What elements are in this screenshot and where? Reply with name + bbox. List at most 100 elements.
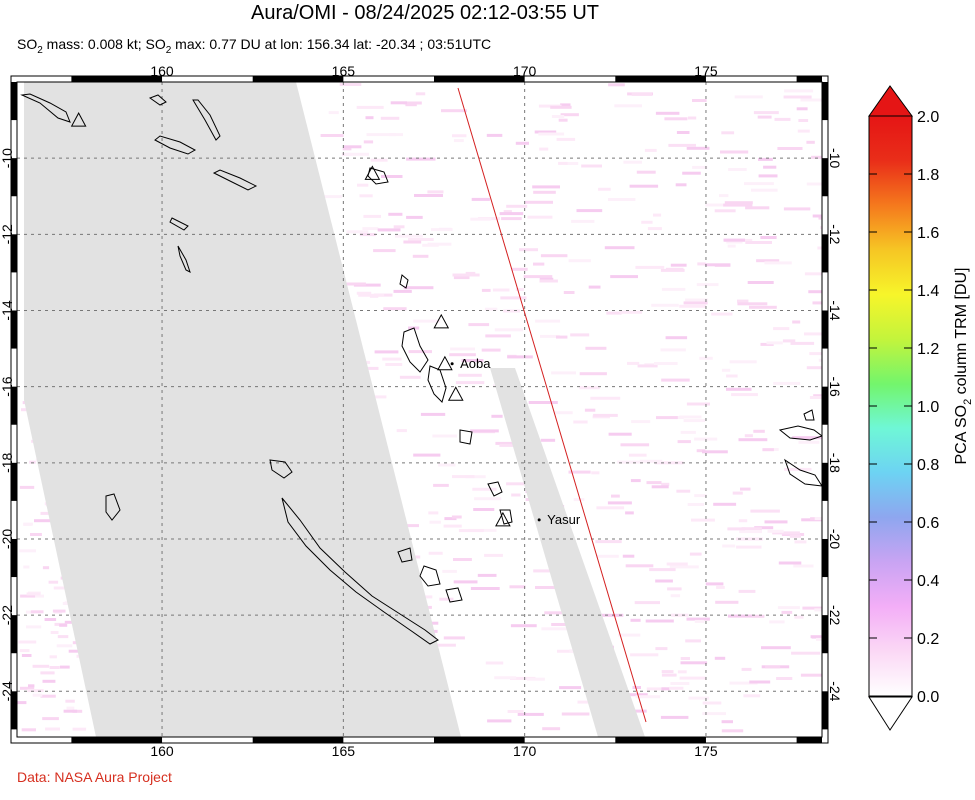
- so2-pixel-streak: [625, 511, 634, 515]
- so2-pixel-streak: [667, 587, 682, 591]
- so2-pixel-streak: [749, 305, 777, 309]
- so2-pixel-streak: [527, 215, 553, 219]
- so2-pixel-streak: [595, 540, 622, 544]
- so2-pixel-streak: [453, 139, 464, 143]
- so2-pixel-streak: [767, 529, 784, 533]
- so2-pixel-streak: [620, 443, 650, 447]
- so2-pixel-streak: [692, 99, 707, 102]
- so2-pixel-streak: [628, 453, 647, 457]
- so2-pixel-streak: [754, 526, 774, 530]
- so2-pixel-streak: [777, 147, 803, 150]
- volcano-marker: [495, 511, 511, 527]
- so2-pixel-streak: [485, 661, 504, 665]
- so2-pixel-streak: [716, 585, 725, 589]
- so2-pixel-streak: [691, 518, 715, 522]
- so2-pixel-streak: [539, 279, 558, 283]
- so2-pixel-streak: [606, 311, 622, 315]
- so2-pixel-streak: [627, 361, 640, 365]
- so2-pixel-streak: [762, 448, 774, 452]
- so2-pixel-streak: [494, 328, 524, 332]
- so2-pixel-streak: [356, 105, 384, 109]
- coastline-rennell: [169, 217, 189, 231]
- colorbar-tick-label: 0.0: [917, 689, 939, 706]
- so2-pixel-streak: [696, 283, 719, 287]
- so2-pixel-streak: [367, 395, 387, 399]
- so2-pixel-streak: [739, 530, 762, 534]
- so2-pixel-streak: [470, 429, 499, 433]
- so2-pixel-streak: [608, 83, 625, 87]
- so2-pixel-streak: [814, 517, 822, 521]
- so2-pixel-streak: [477, 573, 497, 577]
- so2-pixel-streak: [506, 204, 528, 208]
- so2-pixel-streak: [453, 580, 478, 584]
- so2-pixel-streak: [433, 483, 449, 487]
- so2-pixel-streak: [470, 217, 492, 221]
- so2-pixel-streak: [550, 105, 572, 109]
- so2-pixel-streak: [679, 304, 706, 308]
- so2-pixel-streak: [455, 381, 485, 385]
- so2-pixel-streak: [687, 503, 705, 506]
- so2-pixel-streak: [645, 619, 674, 623]
- so2-pixel-streak: [608, 198, 636, 201]
- so2-pixel-streak: [661, 673, 677, 677]
- so2-pixel-streak: [766, 341, 783, 345]
- so2-pixel-streak: [468, 323, 490, 327]
- colorbar-ticks: 0.0 0.2 0.4 0.6 0.8 1.0 1.2 1.4 1.6 1.8 2.0: [869, 109, 939, 706]
- so2-pixel-streak: [452, 273, 480, 277]
- so2-pixel-streak: [559, 686, 582, 690]
- so2-pixel-streak: [635, 265, 665, 269]
- so2-pixel-streak: [515, 141, 529, 145]
- so2-pixel-streak: [26, 625, 42, 629]
- so2-pixel-streak: [579, 372, 607, 376]
- frame-bar-right: [822, 538, 828, 578]
- place-dot: [450, 362, 454, 366]
- volcano-markers: [70, 112, 511, 527]
- so2-pixel-streak: [533, 262, 545, 266]
- so2-pixel-streak: [439, 597, 454, 601]
- so2-pixel-streak: [551, 115, 565, 118]
- so2-pixel-streak: [630, 618, 641, 622]
- volcano-marker: [364, 165, 381, 180]
- so2-pixel-streak: [538, 132, 565, 136]
- so2-pixel-streak: [791, 651, 821, 655]
- colorbar-tick-label: 0.2: [917, 631, 939, 648]
- so2-pixel-streak: [740, 487, 751, 491]
- so2-pixel-streak: [679, 676, 707, 680]
- so2-pixel-streak: [487, 719, 512, 723]
- so2-pixel-streak: [622, 554, 635, 558]
- lon-tick-label-top: 175: [694, 63, 718, 79]
- so2-pixel-streak: [772, 531, 800, 535]
- so2-pixel-streak: [363, 214, 381, 218]
- frame-bar-left: [11, 615, 17, 654]
- so2-pixel-streak: [431, 228, 453, 232]
- lat-tick-label-left: -12: [0, 224, 15, 244]
- coastline-efate: [459, 429, 473, 445]
- so2-pixel-streak: [403, 101, 422, 105]
- so2-pixel-streak: [729, 360, 757, 364]
- so2-pixel-streak: [362, 227, 379, 231]
- so2-pixel-streak: [817, 246, 822, 250]
- so2-pixel-streak: [556, 335, 568, 339]
- no-data-swath-gap-east: [490, 368, 645, 737]
- so2-pixel-streak: [568, 470, 591, 474]
- so2-pixel-streak: [714, 209, 736, 213]
- so2-pixel-streak: [660, 348, 686, 352]
- so2-pixel-streak: [689, 552, 702, 556]
- so2-pixel-streak: [790, 341, 815, 345]
- so2-pixel-streak: [679, 415, 702, 419]
- so2-pixel-streak: [346, 230, 369, 234]
- so2-pixel-streak: [484, 307, 498, 311]
- so2-pixel-streak: [744, 434, 753, 438]
- so2-pixel-streak: [359, 194, 373, 198]
- so2-pixel-streak: [385, 363, 403, 366]
- so2-pixel-streak: [585, 346, 607, 350]
- so2-pixel-streak: [526, 677, 545, 681]
- plot-subtitle: SO2 mass: 0.008 kt; SO2 max: 0.77 DU at …: [17, 36, 491, 56]
- so2-pixel-streak: [794, 540, 807, 544]
- so2-pixel-streak: [557, 649, 581, 653]
- so2-pixel-streak: [802, 606, 822, 610]
- so2-pixel-streak: [675, 183, 687, 187]
- so2-pixel-streak: [723, 203, 753, 207]
- lon-tick-label-bottom: 170: [513, 743, 537, 759]
- so2-pixel-streak: [793, 564, 814, 568]
